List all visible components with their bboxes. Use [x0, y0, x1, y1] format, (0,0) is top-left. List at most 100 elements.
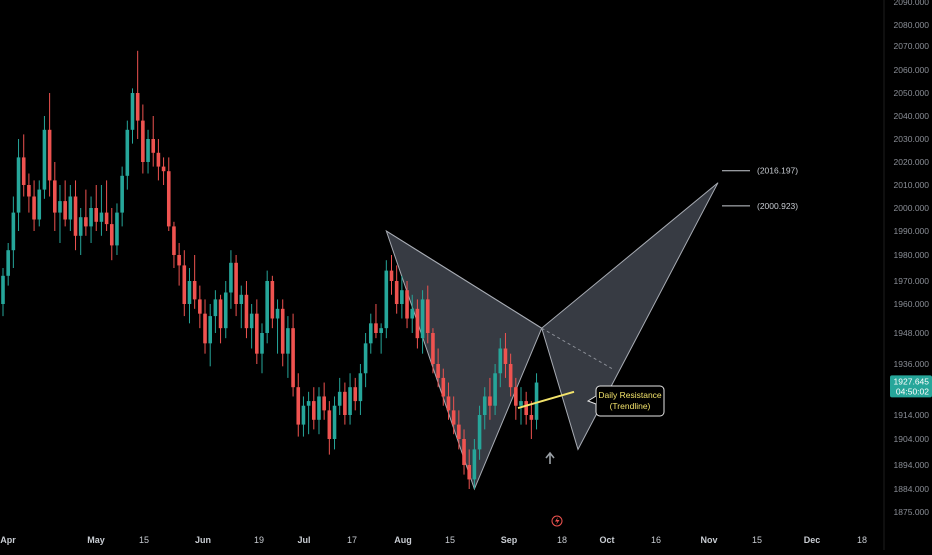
candle-body: [379, 328, 383, 333]
candle-body: [223, 292, 228, 329]
annotation-line1: Daily Resistance: [598, 390, 662, 400]
candle-body: [441, 377, 446, 397]
time-tick-label: 19: [254, 535, 264, 545]
price-tick-label: 1960.000: [894, 299, 930, 309]
target-level-label: (2016.197): [757, 166, 798, 176]
candle-body: [348, 387, 352, 415]
candle-body: [420, 299, 425, 339]
candle-body: [47, 129, 52, 181]
candle-body: [431, 333, 435, 364]
candle-body: [482, 396, 487, 415]
candle-body: [146, 139, 150, 162]
target-level-label: (2000.923): [757, 201, 798, 211]
price-tick-label: 1990.000: [894, 226, 930, 236]
price-axis-background: [884, 0, 932, 550]
candle-body: [16, 157, 21, 213]
candle-body: [425, 299, 430, 333]
candle-body: [68, 196, 73, 220]
candle-body: [187, 281, 192, 304]
candle-body: [280, 308, 285, 354]
candle-body: [286, 328, 290, 354]
price-tick-label: 2020.000: [894, 157, 930, 167]
candle-body: [317, 396, 321, 420]
time-axis: Apr May 15 Jun 19 Jul 17 Aug 15 Sep 18 Oct 16 Nov 15 De…: [0, 535, 867, 545]
candle-body: [229, 262, 233, 293]
time-tick-label: May: [87, 535, 105, 545]
candle-body: [151, 139, 156, 153]
time-tick-label: 15: [752, 535, 762, 545]
candle-body: [32, 196, 36, 220]
price-tick-label: 1970.000: [894, 276, 930, 286]
time-tick-label: Jun: [195, 535, 211, 545]
time-tick-label: Nov: [700, 535, 717, 545]
price-tick-label: 1936.000: [894, 359, 930, 369]
time-tick-label: Aug: [394, 535, 412, 545]
candle-body: [389, 270, 394, 281]
candle-body: [275, 308, 280, 319]
candle-body: [498, 348, 503, 374]
candle-body: [337, 391, 342, 406]
candle-body: [203, 313, 207, 344]
candle-body: [84, 217, 88, 227]
candle-body: [208, 316, 212, 344]
candle-body: [270, 281, 275, 319]
candle-body: [58, 201, 62, 213]
time-tick-label: 18: [857, 535, 867, 545]
candle-body: [166, 171, 171, 227]
candle-body: [436, 364, 440, 378]
price-tick-label: 1904.000: [894, 434, 930, 444]
candle-body: [400, 290, 404, 304]
candle-body: [63, 201, 67, 220]
price-tick-label: 2010.000: [894, 180, 930, 190]
candle-body: [198, 299, 202, 314]
last-price-badge: [890, 375, 932, 398]
candle-body: [301, 405, 306, 425]
candle-body: [78, 217, 83, 236]
candle-body: [255, 313, 259, 354]
candle-body: [384, 270, 389, 329]
time-tick-label: 18: [557, 535, 567, 545]
candle-body: [503, 348, 508, 364]
candle-body: [42, 129, 47, 190]
candle-body: [368, 323, 373, 344]
price-tick-label: 2060.000: [894, 65, 930, 75]
candle-body: [296, 387, 301, 425]
candle-body: [141, 120, 145, 162]
candle-body: [125, 129, 130, 176]
last-price-value: 1927.645: [894, 376, 930, 386]
price-tick-label: 1875.000: [894, 507, 930, 517]
candle-body: [89, 208, 93, 227]
candle-body: [322, 396, 326, 411]
price-tick-label: 1948.000: [894, 328, 930, 338]
candle-body: [135, 93, 140, 121]
candle-body: [11, 212, 16, 251]
candle-body: [467, 465, 471, 480]
candle-body: [120, 175, 124, 213]
time-tick-label: Dec: [804, 535, 821, 545]
candle-body: [312, 401, 316, 420]
candle-body: [73, 196, 78, 236]
price-tick-label: 1894.000: [894, 460, 930, 470]
price-tick-label: 2000.000: [894, 203, 930, 213]
price-tick-label: 1914.000: [894, 410, 930, 420]
price-tick-label: 1884.000: [894, 484, 930, 494]
price-tick-label: 2030.000: [894, 134, 930, 144]
candle-body: [306, 401, 311, 406]
price-tick-label: 2050.000: [894, 88, 930, 98]
candle-body: [156, 152, 161, 167]
candle-body: [94, 208, 99, 222]
candle-body: [451, 410, 456, 425]
price-tick-label: 2070.000: [894, 41, 930, 51]
pattern-xb-edge: [386, 230, 542, 329]
candle-body: [249, 313, 254, 329]
up-arrow-icon: [545, 451, 555, 464]
candle-body: [534, 382, 539, 420]
candle-body: [99, 212, 104, 222]
candle-body: [358, 373, 363, 402]
harmonic-pattern: [385, 182, 719, 491]
candle-body: [192, 281, 197, 300]
candle-body: [457, 424, 461, 439]
candle-body: [53, 180, 57, 213]
